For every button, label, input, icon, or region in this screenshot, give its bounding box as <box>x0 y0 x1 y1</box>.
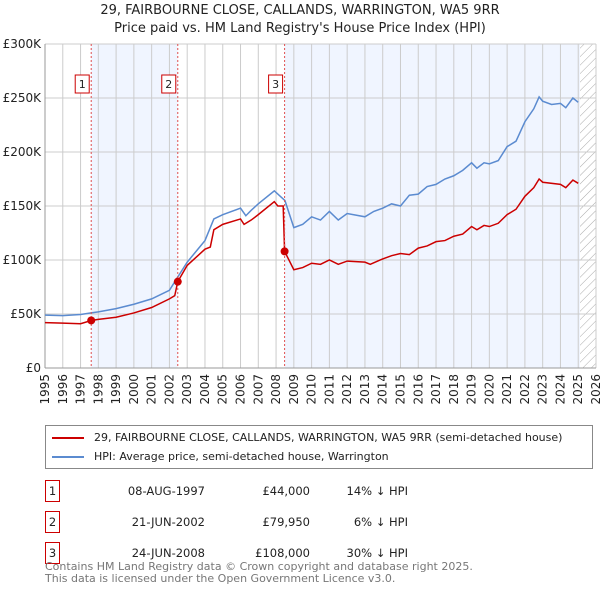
sale-number: 3 <box>45 541 60 564</box>
legend-swatch <box>52 436 84 439</box>
sale-date: 24-JUN-2008 <box>131 545 205 560</box>
sale-row: 1 08-AUG-1997 £44,000 14% ↓ HPI <box>45 475 465 506</box>
x-tick-label: 2026 <box>589 374 600 405</box>
legend: 29, FAIRBOURNE CLOSE, CALLANDS, WARRINGT… <box>45 425 593 469</box>
x-tick-label: 2021 <box>500 374 514 405</box>
sales-table: 1 08-AUG-1997 £44,000 14% ↓ HPI 2 21-JUN-2002… <box>45 475 465 568</box>
x-tick-label: 2006 <box>234 374 248 405</box>
sale-point <box>280 247 289 256</box>
sale-label: 1 <box>79 78 86 91</box>
y-tick-label: £50K <box>10 307 42 321</box>
footer: Contains HM Land Registry data © Crown c… <box>45 561 473 585</box>
x-tick-label: 2010 <box>305 374 319 405</box>
sale-point <box>173 277 182 286</box>
y-tick-label: £250K <box>3 91 43 105</box>
x-tick-label: 2002 <box>162 374 176 405</box>
x-tick-label: 2008 <box>269 374 283 405</box>
x-tick-label: 2009 <box>287 374 301 405</box>
price-chart: 1995 1996 1997 1998 1999 2000 2001 2002 2003 2004… <box>3 37 600 405</box>
x-tick-label: 2015 <box>393 374 407 405</box>
x-tick-label: 1997 <box>74 374 88 405</box>
y-tick-label: £150K <box>3 199 43 213</box>
x-tick-label: 2011 <box>322 374 336 405</box>
y-tick-label: £100K <box>3 253 43 267</box>
hpi-line <box>44 95 579 317</box>
sale-label: 2 <box>165 78 172 91</box>
sale-point <box>87 316 96 325</box>
legend-label: 29, FAIRBOURNE CLOSE, CALLANDS, WARRINGT… <box>94 431 563 444</box>
sale-label-box <box>268 74 284 94</box>
sale-hpi-diff: 30% ↓ HPI <box>346 545 408 560</box>
x-tick-label: 2003 <box>180 374 194 405</box>
x-tick-label: 2025 <box>571 374 585 405</box>
sale-number: 2 <box>45 510 60 533</box>
x-tick-label: 2024 <box>553 374 567 405</box>
sale-hpi-diff: 14% ↓ HPI <box>346 483 408 498</box>
sale-price: £44,000 <box>262 483 310 498</box>
sale-number: 1 <box>45 479 60 502</box>
y-tick-label: £200K <box>3 145 43 159</box>
legend-label: HPI: Average price, semi-detached house,… <box>94 450 389 463</box>
x-tick-label: 1999 <box>109 374 123 405</box>
x-tick-label: 2013 <box>358 374 372 405</box>
x-tick-label: 2020 <box>482 374 496 405</box>
sale-price: £79,950 <box>262 514 310 529</box>
x-tick-label: 2022 <box>518 374 532 405</box>
x-tick-label: 2001 <box>145 374 159 405</box>
x-tick-label: 2012 <box>340 374 354 405</box>
x-tick-label: 2014 <box>376 374 390 405</box>
x-tick-label: 2000 <box>127 374 141 405</box>
sale-label-box <box>161 74 177 94</box>
x-tick-label: 2019 <box>465 374 479 405</box>
y-tick-label: £0 <box>26 361 41 375</box>
legend-item-hpi: HPI: Average price, semi-detached house,… <box>52 447 586 466</box>
x-tick-label: 2004 <box>198 374 212 405</box>
footer-line: Contains HM Land Registry data © Crown c… <box>45 560 473 573</box>
x-tick-label: 2018 <box>447 374 461 405</box>
x-tick-label: 2007 <box>251 374 265 405</box>
x-tick-label: 2023 <box>536 374 550 405</box>
x-tick-label: 1995 <box>38 374 52 405</box>
chart-subtitle: Price paid vs. HM Land Registry's House … <box>114 21 486 36</box>
x-tick-label: 2005 <box>216 374 230 405</box>
x-tick-label: 2016 <box>411 374 425 405</box>
y-tick-label: £300K <box>3 37 43 51</box>
sale-date: 21-JUN-2002 <box>131 514 205 529</box>
chart-title: 29, FAIRBOURNE CLOSE, CALLANDS, WARRINGT… <box>100 3 500 18</box>
x-tick-label: 1998 <box>91 374 105 405</box>
sale-label: 3 <box>272 78 279 91</box>
legend-item-property: 29, FAIRBOURNE CLOSE, CALLANDS, WARRINGT… <box>52 428 586 447</box>
footer-line: This data is licensed under the Open Gov… <box>45 572 396 585</box>
sale-row: 2 21-JUN-2002 £79,950 6% ↓ HPI <box>45 506 465 537</box>
sale-label-box <box>74 74 90 94</box>
legend-swatch <box>52 455 84 458</box>
sale-row: 3 24-JUN-2008 £108,000 30% ↓ HPI <box>45 537 465 568</box>
x-tick-label: 2017 <box>429 374 443 405</box>
x-tick-label: 1996 <box>56 374 70 405</box>
sale-hpi-diff: 6% ↓ HPI <box>353 514 408 529</box>
price-paid-line <box>44 177 579 325</box>
sale-date: 08-AUG-1997 <box>127 483 205 498</box>
sale-price: £108,000 <box>255 545 310 560</box>
